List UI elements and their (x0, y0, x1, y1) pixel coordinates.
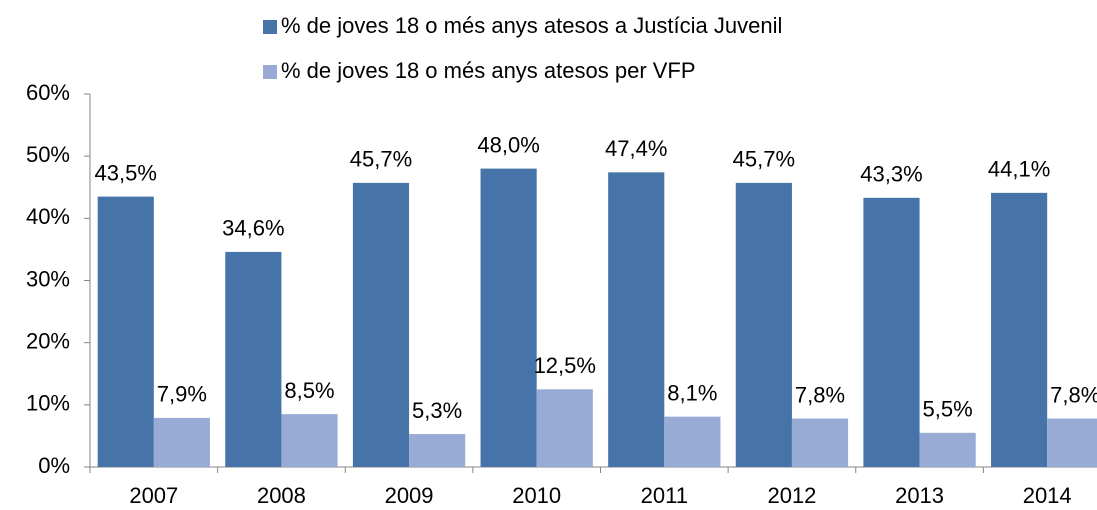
y-tick-label: 10% (26, 391, 70, 416)
value-label: 7,8% (1050, 382, 1097, 407)
x-tick-label: 2008 (257, 483, 306, 508)
value-label: 7,9% (157, 382, 207, 407)
value-label: 47,4% (605, 136, 667, 161)
bar (608, 172, 665, 467)
x-tick-label: 2010 (512, 483, 561, 508)
bar (863, 197, 920, 467)
value-label: 48,0% (477, 132, 539, 157)
bar (664, 416, 721, 467)
y-tick-label: 0% (38, 453, 70, 478)
legend-swatch (263, 20, 277, 34)
value-label: 5,5% (923, 397, 973, 422)
bar (97, 196, 154, 467)
bar (991, 192, 1048, 467)
bar (919, 432, 976, 467)
value-label: 43,3% (860, 162, 922, 187)
value-label: 8,1% (667, 380, 717, 405)
value-label: 5,3% (412, 398, 462, 423)
x-tick-label: 2013 (895, 483, 944, 508)
bar (281, 414, 338, 467)
y-tick-label: 60% (26, 80, 70, 105)
legend-label: % de joves 18 o més anys atesos per VFP (281, 58, 696, 83)
bar (735, 182, 792, 468)
legend-label: % de joves 18 o més anys atesos a Justíc… (281, 13, 782, 38)
bar (225, 251, 282, 467)
value-label: 34,6% (222, 216, 284, 241)
x-tick-label: 2009 (385, 483, 434, 508)
bar (153, 417, 210, 467)
legend-swatch (263, 65, 277, 79)
y-tick-label: 50% (26, 142, 70, 167)
y-tick-label: 30% (26, 266, 70, 291)
bar (791, 418, 849, 467)
value-label: 43,5% (95, 160, 157, 185)
value-label: 8,5% (284, 378, 334, 403)
bar (536, 389, 593, 467)
y-tick-label: 40% (26, 204, 70, 229)
value-label: 44,1% (988, 157, 1050, 182)
bar (1047, 418, 1097, 467)
value-label: 45,7% (733, 147, 795, 172)
bar (409, 434, 466, 467)
x-tick-label: 2014 (1023, 483, 1072, 508)
x-tick-label: 2007 (129, 483, 178, 508)
value-label: 12,5% (534, 353, 596, 378)
x-tick-label: 2012 (767, 483, 816, 508)
bar (352, 182, 410, 468)
y-tick-label: 20% (26, 328, 70, 353)
bar (480, 168, 537, 467)
value-label: 7,8% (795, 382, 845, 407)
value-label: 45,7% (350, 147, 412, 172)
x-tick-label: 2011 (641, 483, 688, 508)
